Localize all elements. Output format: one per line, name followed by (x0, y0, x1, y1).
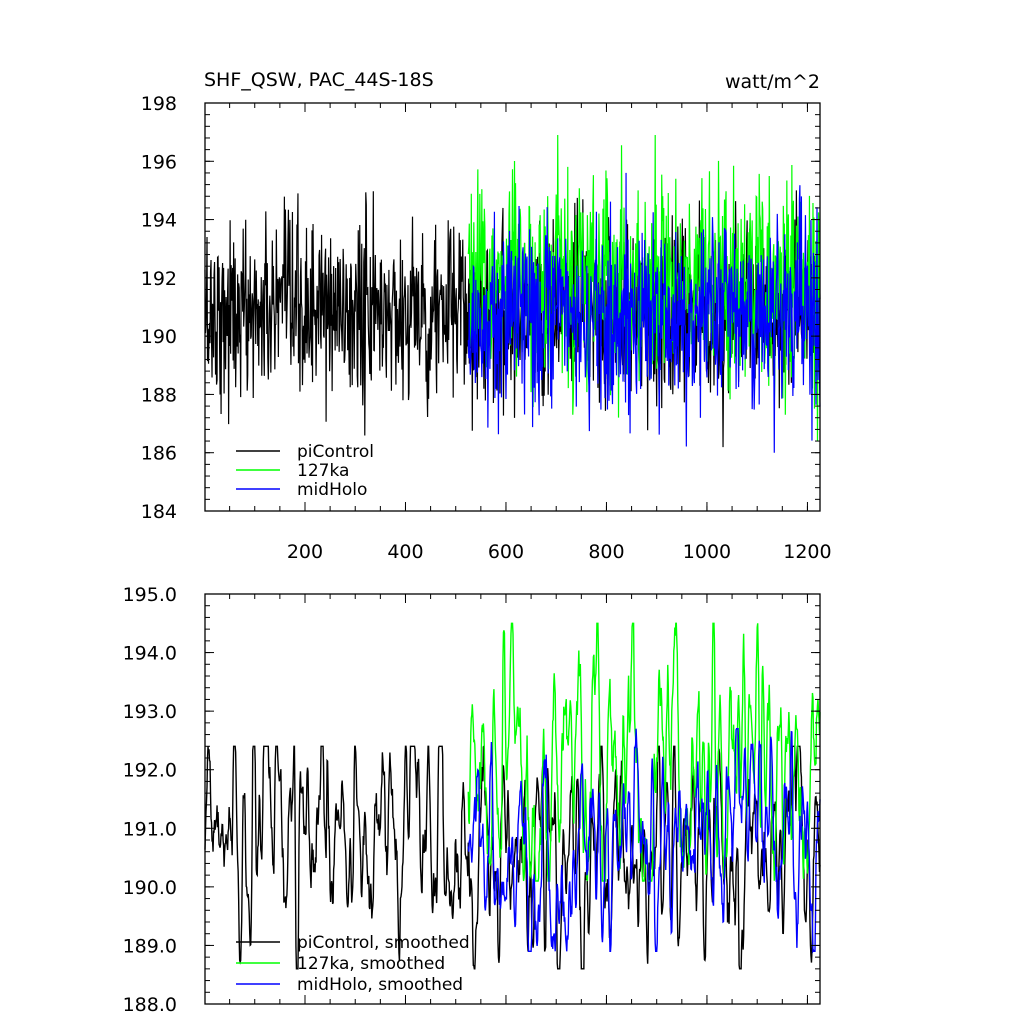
y-tick-label: 196 (141, 151, 177, 173)
y-tick-label: 184 (141, 501, 177, 523)
legend-label: 127ka (297, 461, 349, 481)
y-tick-label: 190 (141, 326, 177, 348)
x-tick-label: 800 (588, 541, 624, 563)
smoothed-timeseries-panel: 188.0 189.0 190.0 191.0 192.0 193.0 194.0 195.0… (123, 584, 821, 1016)
x-tick-label: 1200 (783, 541, 831, 563)
legend-label: piControl (297, 442, 374, 462)
legend-label: piControl, smoothed (297, 933, 470, 953)
x-tick-label: 400 (387, 541, 423, 563)
y-tick-label: 189.0 (123, 935, 177, 957)
y-tick-label: 186 (141, 443, 177, 465)
series-layer (204, 135, 821, 453)
chart-title: SHF_QSW, PAC_44S-18S (204, 69, 434, 91)
series-layer (204, 622, 821, 970)
plot-frame (204, 593, 821, 1005)
raw-timeseries-panel: SHF_QSW, PAC_44S-18S watt/m^2 1841861881… (141, 69, 832, 563)
y-tick-label: 193.0 (123, 701, 177, 723)
y-tick-label: 191.0 (123, 818, 177, 840)
x-tick-label: 1000 (683, 541, 731, 563)
y-tick-label: 194.0 (123, 643, 177, 665)
legend-label: midHolo, smoothed (297, 975, 463, 995)
plot-frame (204, 102, 821, 512)
units-label: watt/m^2 (725, 71, 820, 93)
y-tick-label: 194 (141, 210, 177, 232)
x-tick-label: 600 (488, 541, 524, 563)
legend-label: 127ka, smoothed (297, 954, 445, 974)
y-tick-label: 198 (141, 93, 177, 115)
y-tick-label: 192 (141, 268, 177, 290)
x-tick-label: 200 (287, 541, 323, 563)
y-tick-label: 188.0 (123, 994, 177, 1016)
y-tick-label: 188 (141, 384, 177, 406)
series-line-midholo-smoothed (467, 728, 821, 954)
tick-layer: 184 186 188 190 192 194 196 198 200 400 600 800 1000… (141, 93, 832, 563)
y-tick-label: 190.0 (123, 877, 177, 899)
y-tick-label: 195.0 (123, 584, 177, 606)
series-line-midholo (467, 172, 821, 453)
tick-layer: 188.0 189.0 190.0 191.0 192.0 193.0 194.0 195.0 (123, 584, 820, 1016)
legend-label: midHolo (297, 480, 367, 500)
y-tick-label: 192.0 (123, 760, 177, 782)
